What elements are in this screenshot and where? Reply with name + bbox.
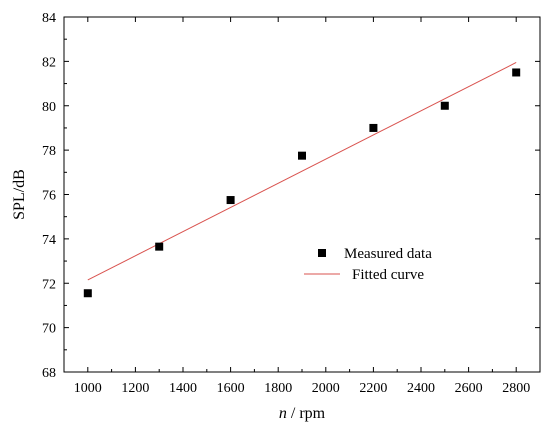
y-tick-label: 76 (42, 189, 56, 204)
y-tick-label: 74 (42, 233, 56, 248)
x-axis-title-variable: n (279, 405, 287, 422)
measured-data-point (83, 289, 92, 298)
x-axis-title: n / rpm (279, 405, 326, 422)
x-tick-label: 1400 (169, 381, 197, 396)
x-tick-label: 2200 (359, 381, 387, 396)
x-tick-label: 2000 (312, 381, 340, 396)
measured-data-point (512, 68, 521, 77)
y-tick-label: 84 (42, 11, 56, 26)
legend: Measured data Fitted curve (304, 246, 432, 283)
y-axis-title: SPL/dB (11, 169, 28, 220)
x-tick-label: 1000 (74, 381, 102, 396)
x-tick-label: 1200 (121, 381, 149, 396)
fitted-curve-line (87, 62, 517, 281)
measured-data-point (440, 101, 449, 110)
legend-label-measured: Measured data (344, 246, 432, 262)
y-tick-label: 72 (42, 277, 56, 292)
x-axis-title-unit: / rpm (287, 405, 326, 422)
x-tick-label: 2600 (455, 381, 483, 396)
measured-data-point (226, 196, 235, 205)
plot-frame (63, 16, 541, 373)
x-tick-label: 1800 (264, 381, 292, 396)
x-tick-label: 2400 (407, 381, 435, 396)
y-tick-label: 70 (42, 322, 56, 337)
y-tick-label: 80 (42, 100, 56, 115)
legend-label-fitted: Fitted curve (352, 267, 424, 283)
y-tick-label: 82 (42, 55, 56, 70)
chart-series (83, 62, 521, 298)
measured-data-point (155, 242, 164, 251)
x-tick-label: 1600 (217, 381, 245, 396)
x-axis-ticks: 1000 1200 1400 1600 1800 2000 2200 2400 2600 2800 (74, 17, 530, 396)
measured-data-point (298, 151, 306, 160)
axes (63, 16, 541, 373)
y-tick-label: 78 (42, 144, 56, 159)
measured-data-point (369, 123, 378, 132)
y-tick-label: 68 (42, 366, 56, 381)
y-axis-ticks: 68 70 72 74 76 78 80 82 84 (42, 11, 540, 381)
legend-marker-measured (318, 249, 326, 257)
x-tick-label: 2800 (502, 381, 530, 396)
